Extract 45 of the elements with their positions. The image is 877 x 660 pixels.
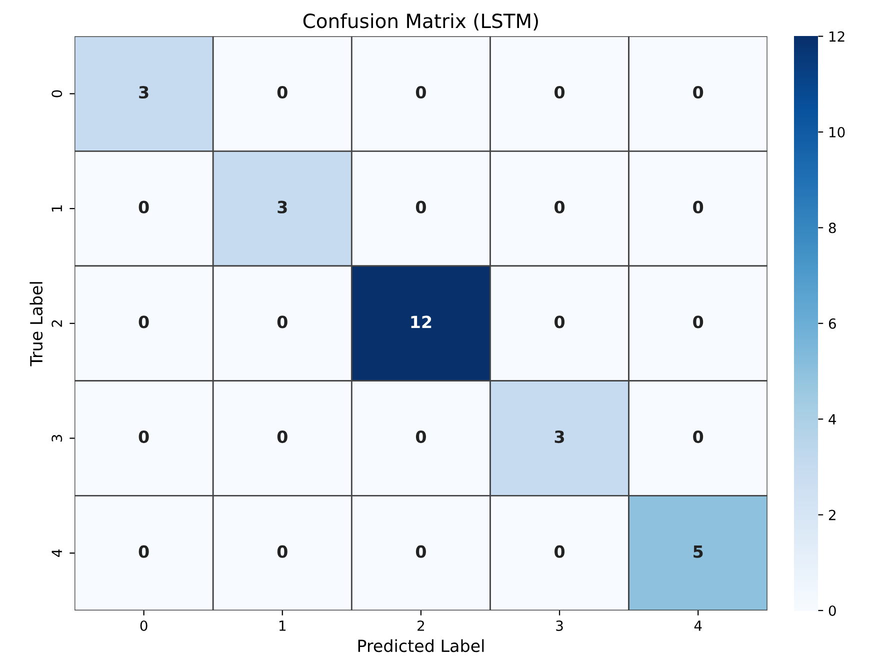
color-bar-label: 6 [828, 318, 836, 329]
data-label: 0 [277, 316, 288, 328]
data-label: 3 [554, 430, 564, 444]
data-label: 0 [138, 545, 149, 558]
color-bar-label: 4 [828, 414, 836, 424]
x-tick-label: 4 [694, 620, 702, 631]
data-label: 0 [416, 545, 426, 558]
x-axis-title: Predicted Label [358, 639, 484, 652]
y-tick-label: 0 [52, 90, 62, 98]
y-tick-label: 4 [52, 549, 62, 557]
color-bar-label: 10 [829, 126, 845, 138]
data-label: 3 [278, 200, 287, 214]
data-label: 0 [554, 545, 565, 558]
data-label: 0 [554, 86, 565, 99]
data-label: 12 [411, 316, 432, 328]
data-label: 0 [693, 430, 704, 444]
data-label: 0 [693, 86, 704, 99]
data-label: 0 [416, 200, 426, 214]
data-label: 0 [277, 86, 288, 99]
data-label: 0 [138, 200, 149, 214]
data-label: 0 [138, 430, 149, 444]
data-label: 0 [693, 200, 704, 214]
data-label: 0 [416, 430, 426, 444]
data-label: 0 [138, 316, 149, 328]
color-bar-label: 2 [828, 510, 836, 520]
x-tick-label: 2 [418, 620, 424, 631]
x-tick-label: 1 [280, 620, 286, 631]
y-tick-label: 2 [52, 320, 62, 327]
y-axis-title: True Label [30, 282, 43, 366]
data-label: 0 [554, 200, 565, 214]
data-label: 0 [277, 545, 288, 558]
data-label: 3 [139, 86, 148, 99]
x-tick-label: 3 [556, 620, 563, 631]
data-label: 0 [554, 316, 565, 328]
data-label: 5 [694, 546, 703, 558]
color-bar-label: 8 [828, 222, 836, 234]
color-bar-label: 12 [829, 31, 844, 42]
color-bar-label: 0 [828, 605, 836, 616]
chart-title: Confusion Matrix (LSTM) [303, 13, 538, 31]
data-label: 0 [693, 316, 704, 328]
y-tick-label: 1 [52, 205, 62, 212]
data-label: 0 [277, 430, 288, 444]
x-tick-label: 0 [140, 620, 148, 631]
y-tick-label: 3 [52, 434, 62, 442]
data-label: 0 [416, 86, 426, 99]
